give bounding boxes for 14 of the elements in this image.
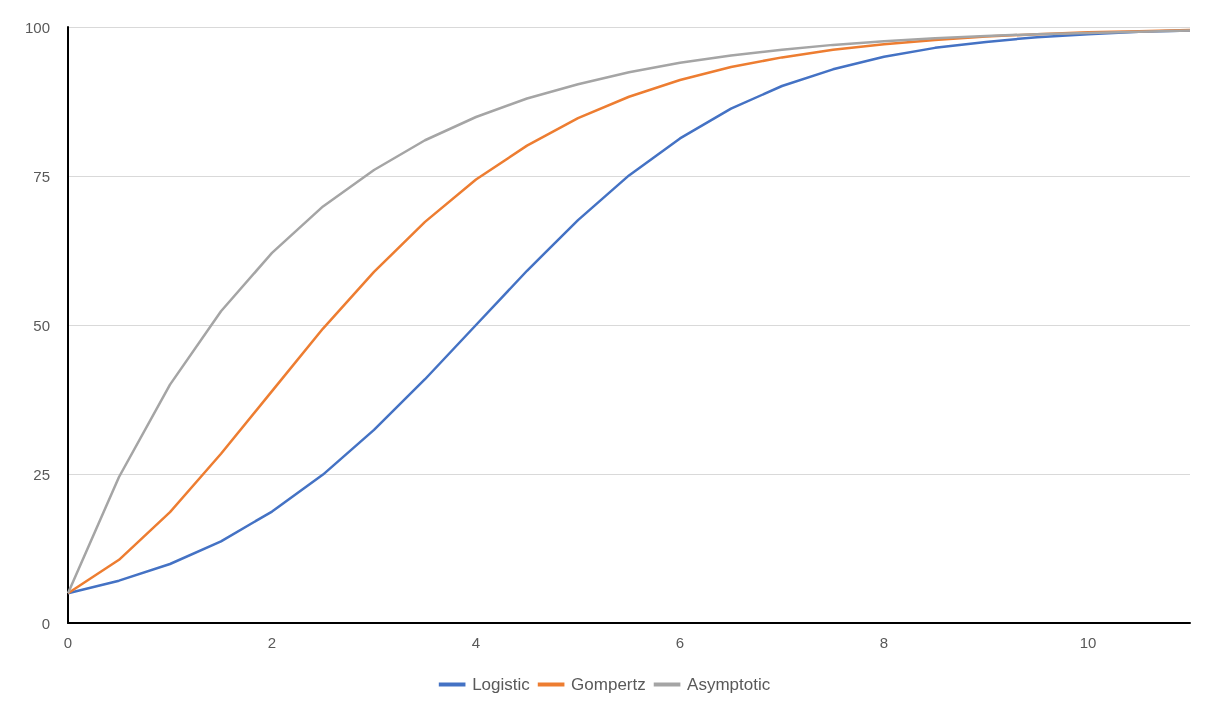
y-tick-label: 75 xyxy=(33,167,50,185)
legend-label: Asymptotic xyxy=(687,675,771,694)
y-tick-label: 100 xyxy=(24,18,50,36)
x-tick-label: 8 xyxy=(879,634,889,651)
x-tick-label: 0 xyxy=(63,634,73,651)
x-tick-label: 4 xyxy=(471,634,481,651)
y-tick-label: 0 xyxy=(41,614,50,632)
y-tick-label: 25 xyxy=(33,465,50,483)
legend-label: Gompertz xyxy=(571,675,646,694)
x-tick-label: 6 xyxy=(675,634,685,651)
legend-label: Logistic xyxy=(472,675,531,694)
y-tick-label: 50 xyxy=(33,316,50,334)
x-tick-label: 2 xyxy=(267,634,277,651)
x-tick-label: 10 xyxy=(1079,634,1097,651)
